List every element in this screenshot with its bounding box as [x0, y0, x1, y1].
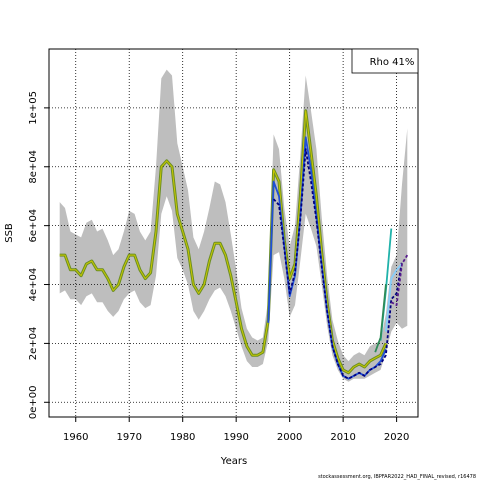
series-line-main-inner: [59, 110, 387, 374]
y-tick-label: 0e+00: [28, 385, 39, 419]
series-line-green: [374, 284, 387, 353]
x-tick-label: 2020: [384, 432, 409, 443]
series-line-lightblue: [385, 263, 403, 332]
confidence-band: [59, 69, 408, 382]
x-tick-label: 2010: [330, 432, 355, 443]
x-tick-label: 1990: [223, 432, 248, 443]
y-axis: 0e+00 2e+04 4e+04 6e+04 8e+04 1e+05: [28, 91, 49, 419]
series-line-purple: [390, 254, 409, 306]
rho-annotation: Rho 41%: [370, 57, 415, 68]
y-tick-label: 6e+04: [28, 209, 39, 243]
series-layer: [59, 109, 409, 380]
x-axis: 1960 1970 1980 1990 2000 2010 2020: [63, 417, 409, 443]
y-tick-label: 1e+05: [28, 91, 39, 125]
footer-credit: stockassessment.org, IBPFAR2022_HAD_FINA…: [318, 474, 476, 480]
rho-legend-box: Rho 41%: [351, 48, 419, 74]
y-tick-label: 2e+04: [28, 327, 39, 361]
x-tick-label: 2000: [277, 432, 302, 443]
x-tick-label: 1960: [63, 432, 88, 443]
rho-box: [351, 48, 419, 74]
y-axis-title: SSB: [4, 223, 15, 243]
y-tick-label: 8e+04: [28, 150, 39, 184]
x-axis-title: Years: [220, 456, 247, 467]
confidence-band-layer: [59, 69, 408, 382]
y-tick-label: 4e+04: [28, 268, 39, 302]
plot-frame: [48, 48, 419, 418]
x-tick-label: 1980: [170, 432, 195, 443]
x-tick-label: 1970: [116, 432, 141, 443]
series-line-navy: [272, 148, 403, 380]
